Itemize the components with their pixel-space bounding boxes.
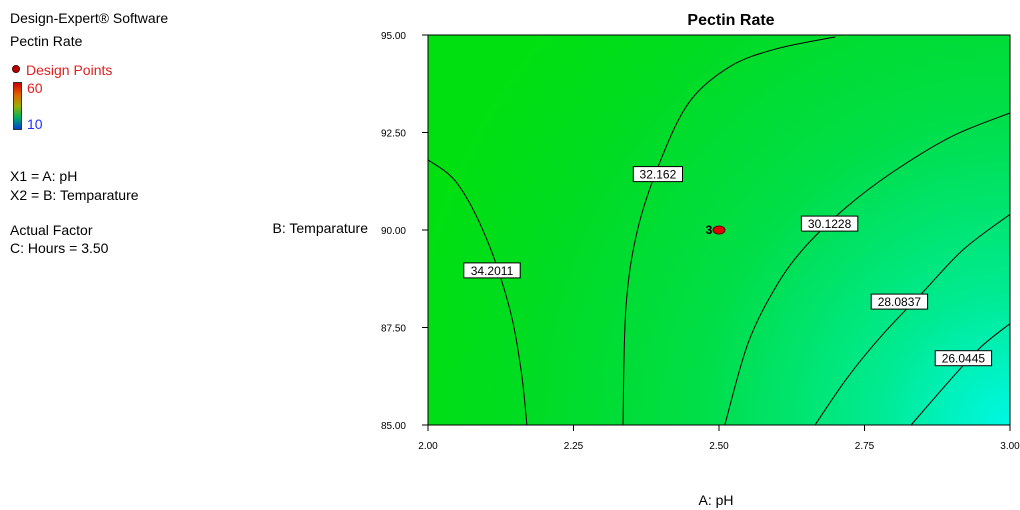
contour-label-box-1 [463, 262, 521, 279]
x-tick-label: 3.00 [1000, 441, 1020, 452]
x-tick-label: 2.00 [418, 441, 438, 452]
y-tick-label: 87.50 [381, 324, 406, 335]
contour-label-4: 28.0837 [878, 295, 922, 309]
software-name: Design-Expert® Software [10, 10, 169, 26]
contour-line-4 [814, 213, 1010, 425]
contour-label-box-2 [632, 166, 683, 183]
y-tick-label: 92.50 [381, 129, 406, 140]
contour-label-box-3 [800, 215, 859, 232]
actual-factor-title: Actual Factor [10, 222, 93, 238]
x-tick-label: 2.50 [709, 441, 729, 452]
y-axis-label: B: Temparature [273, 220, 369, 236]
contour-line-2 [622, 36, 836, 425]
contour-label-5: 26.0445 [942, 352, 986, 366]
color-scale-bar [13, 82, 22, 130]
color-scale-min: 10 [27, 116, 43, 132]
chart-title: Pectin Rate [687, 12, 774, 29]
design-point-count-1: 3 [706, 223, 713, 237]
design-point-icon [12, 65, 20, 73]
contour-label-1: 34.2011 [471, 264, 514, 278]
x-tick-label: 2.75 [855, 441, 875, 452]
x-tick-label: 2.25 [564, 441, 584, 452]
x-axis-label: A: pH [698, 492, 733, 508]
contour-label-box-4 [870, 293, 929, 310]
design-points-legend: Design Points [12, 61, 112, 79]
factor-x2: X2 = B: Temparature [10, 187, 139, 203]
contour-label-box-5 [934, 350, 993, 367]
design-points-label: Design Points [26, 62, 113, 78]
factor-x1: X1 = A: pH [10, 168, 78, 184]
color-scale-max: 60 [27, 80, 43, 96]
response-name: Pectin Rate [10, 33, 83, 49]
design-point-1 [712, 225, 726, 235]
contour-label-3: 30.1228 [808, 217, 852, 231]
contour-label-2: 32.162 [640, 168, 677, 182]
actual-factor-value: C: Hours = 3.50 [10, 240, 109, 256]
y-tick-label: 95.00 [381, 31, 406, 42]
y-tick-label: 85.00 [381, 421, 406, 432]
y-tick-label: 90.00 [381, 226, 406, 237]
